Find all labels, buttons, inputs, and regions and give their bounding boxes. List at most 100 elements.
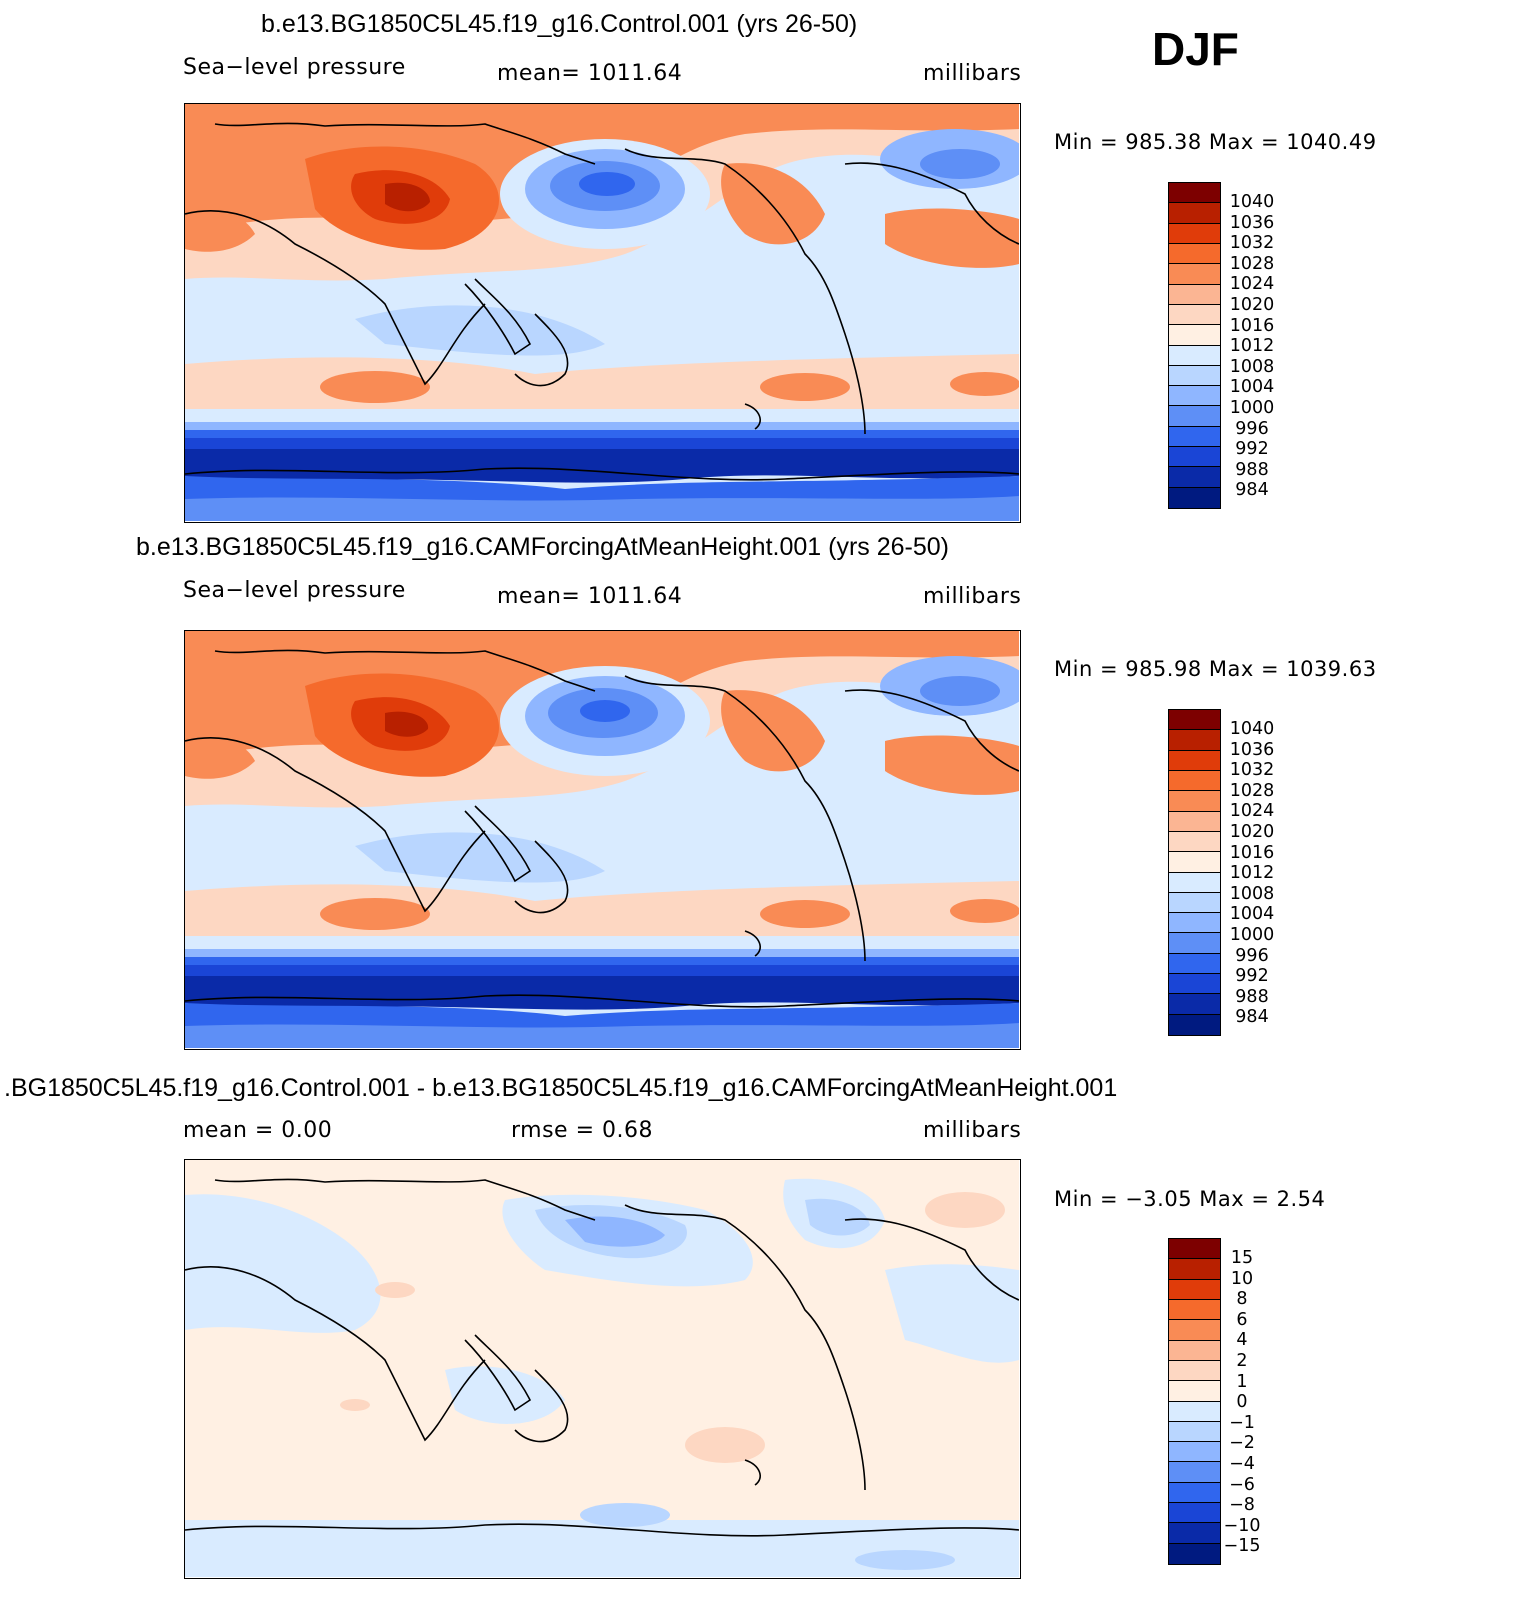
colorbar-tick-label: 15 <box>1230 1248 1254 1268</box>
colorbar-swatch <box>1169 223 1220 244</box>
colorbar-swatch <box>1169 1503 1220 1524</box>
colorbar-swatch <box>1169 447 1220 468</box>
colorbar-tick-label: −2 <box>1229 1433 1255 1454</box>
colorbar-tick-label: 1024 <box>1229 274 1275 295</box>
colorbar-swatch <box>1169 406 1220 427</box>
colorbar-tick-label: 1000 <box>1229 398 1275 418</box>
colorbar-tick-label: 0 <box>1236 1392 1248 1413</box>
colorbar-swatch <box>1169 730 1220 751</box>
colorbar-swatch <box>1169 953 1220 975</box>
panel3-map <box>184 1159 1021 1579</box>
colorbar-swatch <box>1169 1279 1220 1300</box>
panel1-colorbar <box>1168 182 1221 509</box>
colorbar-swatch <box>1169 933 1220 954</box>
colorbar-swatch <box>1169 1239 1220 1260</box>
colorbar-tick-label: 1016 <box>1229 315 1275 336</box>
colorbar-swatch <box>1169 1523 1220 1544</box>
colorbar-swatch <box>1169 913 1220 934</box>
colorbar-swatch <box>1169 1482 1220 1504</box>
panel3-units: millibars <box>923 1118 1022 1143</box>
colorbar-swatch <box>1169 1543 1220 1564</box>
colorbar-tick-label: −6 <box>1229 1474 1255 1495</box>
panel2-title: b.e13.BG1850C5L45.f19_g16.CAMForcingAtMe… <box>136 533 949 561</box>
colorbar-swatch <box>1169 467 1220 488</box>
colorbar-swatch <box>1169 284 1220 305</box>
panel2-colorbar <box>1168 709 1221 1036</box>
colorbar-swatch <box>1169 1401 1220 1422</box>
colorbar-swatch <box>1169 1014 1220 1035</box>
colorbar-swatch <box>1169 1259 1220 1280</box>
colorbar-tick-label: 1032 <box>1229 233 1275 254</box>
colorbar-swatch <box>1169 183 1220 204</box>
colorbar-tick-label: 1036 <box>1229 212 1275 233</box>
colorbar-swatch <box>1169 872 1220 893</box>
colorbar-swatch <box>1169 1462 1220 1483</box>
colorbar-tick-label: 1016 <box>1229 842 1275 863</box>
panel3-mean: mean = 0.00 <box>183 1118 333 1143</box>
colorbar-swatch <box>1169 1421 1220 1443</box>
colorbar-swatch <box>1169 345 1220 366</box>
colorbar-tick-label: 1024 <box>1229 801 1275 822</box>
season-label: DJF <box>1152 23 1239 75</box>
colorbar-tick-label: −8 <box>1229 1495 1255 1516</box>
colorbar-swatch <box>1169 386 1220 407</box>
colorbar-swatch <box>1169 892 1220 914</box>
colorbar-tick-label: 996 <box>1235 418 1269 439</box>
colorbar-tick-label: 1012 <box>1229 336 1275 357</box>
colorbar-swatch <box>1169 1442 1220 1463</box>
slp-control-contour-map <box>185 104 1019 521</box>
panel2-units: millibars <box>923 584 1022 609</box>
colorbar-tick-label: 1012 <box>1229 863 1275 884</box>
slp-camforcing-contour-map <box>185 631 1019 1048</box>
colorbar-tick-label: 6 <box>1236 1309 1248 1330</box>
colorbar-tick-label: 2 <box>1236 1351 1248 1371</box>
colorbar-swatch <box>1169 1320 1220 1341</box>
colorbar-swatch <box>1169 487 1220 508</box>
colorbar-swatch <box>1169 750 1220 771</box>
colorbar-tick-label: 1032 <box>1229 760 1275 781</box>
panel2-map <box>184 630 1021 1050</box>
colorbar-swatch <box>1169 1299 1220 1321</box>
panel3-minmax: Min = −3.05 Max = 2.54 <box>1054 1187 1326 1211</box>
colorbar-swatch <box>1169 365 1220 387</box>
colorbar-tick-label: 4 <box>1236 1330 1248 1351</box>
colorbar-swatch <box>1169 304 1220 326</box>
colorbar-tick-label: 1008 <box>1229 356 1275 377</box>
colorbar-tick-label: −4 <box>1229 1454 1255 1474</box>
panel2-variable: Sea−level pressure <box>183 578 406 603</box>
colorbar-tick-label: 992 <box>1235 966 1269 987</box>
colorbar-tick-label: 984 <box>1235 1007 1269 1028</box>
panel1-units: millibars <box>923 61 1022 86</box>
colorbar-tick-label: 10 <box>1230 1268 1254 1289</box>
colorbar-swatch <box>1169 831 1220 853</box>
colorbar-tick-label: 1004 <box>1229 904 1275 925</box>
colorbar-swatch <box>1169 264 1220 285</box>
colorbar-swatch <box>1169 770 1220 792</box>
panel1-map <box>184 103 1021 523</box>
colorbar-tick-label: 1040 <box>1229 719 1275 739</box>
colorbar-swatch <box>1169 1360 1220 1382</box>
panel1-mean: mean= 1011.64 <box>497 61 683 86</box>
colorbar-tick-label: 1008 <box>1229 883 1275 904</box>
colorbar-swatch <box>1169 243 1220 265</box>
panel1-title: b.e13.BG1850C5L45.f19_g16.Control.001 (y… <box>261 10 858 38</box>
colorbar-tick-label: 1028 <box>1229 253 1275 274</box>
colorbar-tick-label: 1036 <box>1229 739 1275 760</box>
colorbar-tick-label: −15 <box>1223 1536 1261 1557</box>
colorbar-tick-label: 1 <box>1236 1371 1248 1392</box>
slp-difference-contour-map <box>185 1160 1019 1577</box>
colorbar-swatch <box>1169 710 1220 731</box>
colorbar-tick-label: 988 <box>1235 986 1269 1007</box>
colorbar-tick-label: 1004 <box>1229 377 1275 398</box>
colorbar-tick-label: 1028 <box>1229 780 1275 801</box>
colorbar-swatch <box>1169 325 1220 346</box>
colorbar-tick-label: 992 <box>1235 439 1269 460</box>
colorbar-swatch <box>1169 426 1220 448</box>
colorbar-swatch <box>1169 1340 1220 1361</box>
colorbar-tick-label: 1040 <box>1229 192 1275 212</box>
colorbar-tick-label: −1 <box>1229 1412 1255 1433</box>
colorbar-swatch <box>1169 811 1220 832</box>
colorbar-swatch <box>1169 974 1220 995</box>
panel3-rmse: rmse = 0.68 <box>511 1118 653 1143</box>
colorbar-swatch <box>1169 203 1220 224</box>
